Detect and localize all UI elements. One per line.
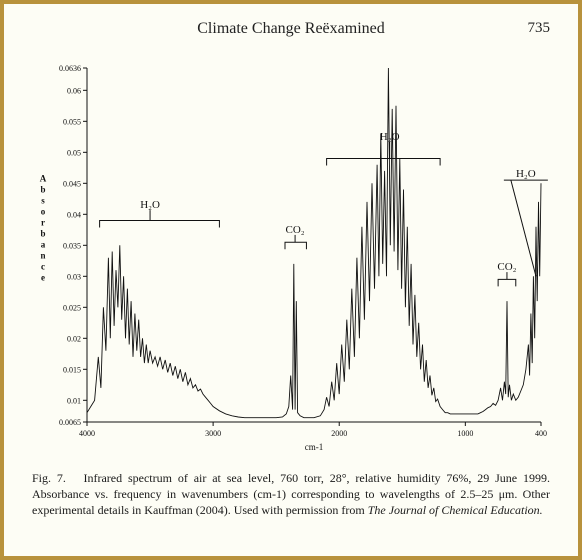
page-number: 735 [528, 20, 551, 37]
svg-text:cm-1: cm-1 [305, 442, 324, 452]
svg-text:0.02: 0.02 [67, 334, 81, 343]
svg-text:e: e [41, 272, 45, 282]
svg-text:0.0636: 0.0636 [59, 64, 81, 73]
figure-caption: Fig. 7. Infrared spectrum of air at sea … [32, 470, 550, 519]
caption-journal: The Journal of Chemical Education. [368, 503, 543, 517]
svg-text:0.04: 0.04 [67, 210, 81, 219]
svg-text:b: b [40, 228, 45, 238]
svg-text:H₂O: H₂O [140, 199, 160, 211]
page-header: Climate Change Reëxamined 735 [26, 20, 556, 48]
svg-text:H₂O: H₂O [516, 168, 536, 180]
svg-text:CO₂: CO₂ [497, 261, 516, 273]
svg-text:CO₂: CO₂ [286, 224, 305, 236]
svg-text:H₂O: H₂O [380, 131, 400, 143]
svg-text:400: 400 [535, 429, 547, 438]
svg-text:0.05: 0.05 [67, 148, 81, 157]
svg-text:2000: 2000 [331, 429, 347, 438]
svg-text:0.035: 0.035 [63, 241, 81, 250]
svg-text:0.01: 0.01 [67, 396, 81, 405]
svg-text:0.06: 0.06 [67, 86, 81, 95]
svg-text:0.045: 0.045 [63, 179, 81, 188]
svg-text:n: n [40, 250, 45, 260]
figure-label: Fig. 7. [32, 471, 66, 485]
svg-text:4000: 4000 [79, 429, 95, 438]
svg-text:A: A [40, 173, 47, 183]
svg-text:0.03: 0.03 [67, 272, 81, 281]
svg-text:c: c [41, 261, 45, 271]
svg-text:o: o [41, 206, 46, 216]
svg-text:1000: 1000 [457, 429, 473, 438]
svg-text:r: r [41, 217, 45, 227]
spectrum-svg: 0.0065 0.01 0.015 0.02 0.025 0.03 0.035 0.04 0.0… [31, 58, 551, 458]
page-frame: Climate Change Reëxamined 735 0.0065 0.01… [0, 0, 582, 560]
running-title: Climate Change Reëxamined [197, 20, 385, 38]
svg-text:0.0065: 0.0065 [59, 418, 81, 427]
svg-text:s: s [41, 195, 45, 205]
svg-text:b: b [40, 184, 45, 194]
svg-text:0.025: 0.025 [63, 303, 81, 312]
svg-text:a: a [41, 239, 46, 249]
svg-text:0.015: 0.015 [63, 365, 81, 374]
spectrum-chart: 0.0065 0.01 0.015 0.02 0.025 0.03 0.035 0.04 0.0… [31, 58, 551, 458]
svg-text:0.055: 0.055 [63, 117, 81, 126]
svg-text:3000: 3000 [205, 429, 221, 438]
